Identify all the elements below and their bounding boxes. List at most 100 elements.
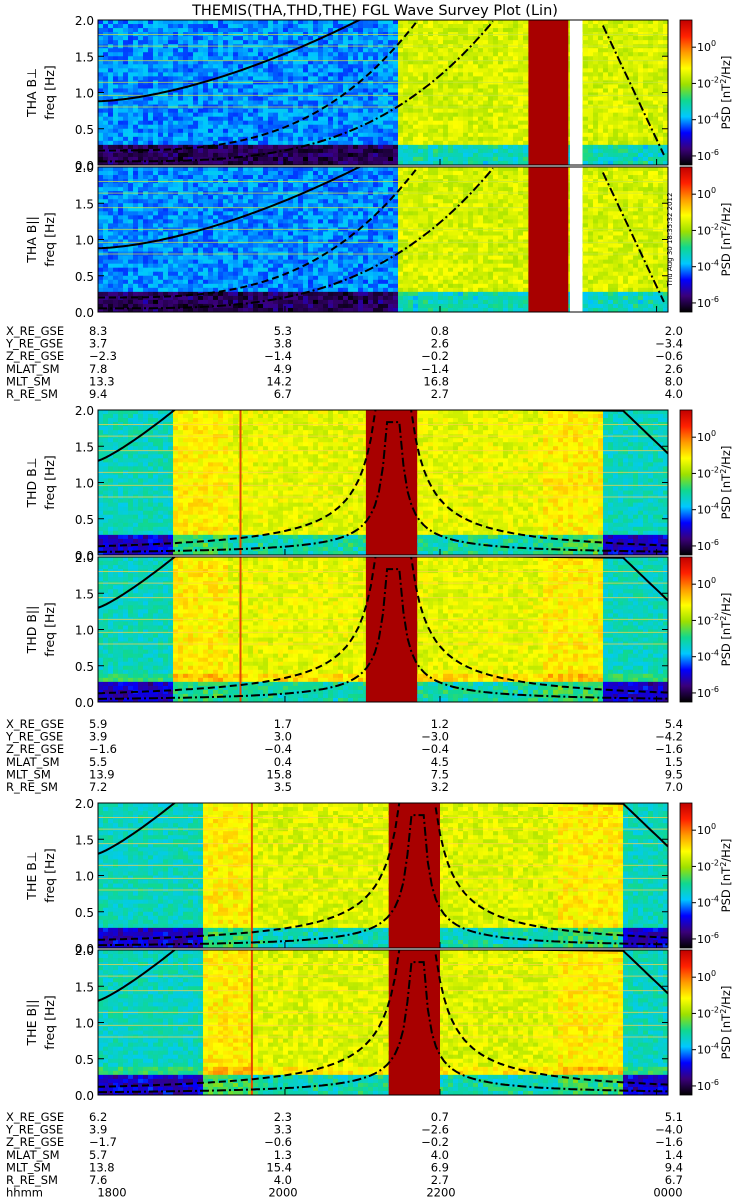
spectrogram-cell [648,72,654,77]
spectrogram-cell [163,183,169,188]
spectrogram-cell [118,120,124,126]
spectrogram-cell [343,84,349,90]
spectrogram-cell [143,307,149,312]
spectrogram-cell [648,92,654,98]
spectrogram-cell [233,156,239,162]
spectrogram-cell [413,88,419,94]
spectrogram-cell [368,24,374,29]
spectrogram-cell [123,88,129,94]
spectrogram-cell [128,259,134,265]
spectrogram-cell [143,60,149,65]
spectrogram-cell [518,40,524,45]
spectrogram-cell [143,287,149,293]
spectrogram-cell [483,20,489,25]
spectrogram-cell [168,175,174,180]
spectrogram-cell [433,148,439,154]
spectrogram-cell [183,167,189,172]
spectrogram-cell [138,112,144,118]
spectrogram-cell [118,136,124,142]
spectrogram-cell [283,128,289,134]
spectrogram-cell [118,108,124,114]
spectrogram-cell [148,175,154,180]
spectrogram-cell [273,160,279,165]
spectrogram-cell [373,152,379,158]
spectrogram-cell [138,136,144,142]
spectrogram-cell [283,152,289,158]
spectrogram-cell [168,60,174,65]
spectrogram-cell [243,36,249,41]
spectrogram-cell [393,28,399,33]
spectrogram-cell [658,36,664,41]
spectrogram-cell [658,68,664,73]
spectrogram-cell [403,60,409,65]
spectrogram-cell [108,76,114,82]
spectrogram-cell [623,20,629,25]
spectrogram-cell [138,92,144,98]
spectrogram-cell [118,203,124,208]
spectrogram-cell [368,132,374,138]
spectrogram-cell [158,207,164,212]
spectrogram-cell [138,291,144,297]
spectrogram-cell [418,28,424,33]
spectrogram-cell [208,136,214,142]
spectrogram-cell [198,132,204,138]
spectrogram-cell [283,36,289,41]
spectrogram-cell [168,223,174,229]
spectrogram-cell [173,247,179,253]
spectrogram-cell [298,36,304,41]
spectrogram-cell [388,60,394,65]
spectrogram-cell [118,52,124,57]
spectrogram-cell [133,263,139,269]
spectrogram-cell [143,36,149,41]
spectrogram-cell [128,287,134,293]
spectrogram-cell [168,239,174,245]
spectrogram-cell [323,56,329,61]
spectrogram-cell [118,279,124,285]
spectrogram-cell [493,144,499,150]
spectrogram-cell [188,239,194,245]
spectrogram-cell [213,203,219,208]
spectrogram-cell [283,140,289,146]
spectrogram-cell [333,112,339,118]
spectrogram-cell [613,120,619,126]
spectrogram-cell [478,20,484,25]
spectrogram-cell [303,96,309,102]
spectrogram-cell [333,108,339,114]
spectrogram-cell [648,28,654,33]
spectrogram-cell [518,136,524,142]
spectrogram-cell [98,207,104,212]
spectrogram-cell [468,156,474,162]
spectrogram-cell [238,28,244,33]
spectrogram-cell [473,60,479,65]
spectrogram-cell [523,84,529,90]
spectrogram-cell [123,279,129,285]
spectrogram-cell [468,132,474,138]
spectrogram-cell [323,140,329,146]
spectrogram-cell [188,307,194,312]
spectrogram-cell [658,160,664,165]
spectrogram-cell [373,84,379,90]
spectrogram-cell [658,56,664,61]
spectrogram-cell [238,72,244,77]
spectrogram-cell [638,28,644,33]
spectrogram-cell [363,64,369,69]
spectrogram-cell [138,36,144,41]
spectrogram-cell [643,124,649,130]
spectrogram-cell [133,231,139,237]
spectrogram-cell [433,120,439,126]
spectrogram-cell [158,136,164,142]
spectrogram-cell [233,20,239,25]
spectrogram-cell [158,148,164,154]
spectrogram-cell [518,100,524,106]
spectrogram-cell [178,259,184,265]
spectrogram-cell [343,20,349,25]
spectrogram-cell [238,128,244,134]
spectrogram-cell [288,160,294,165]
spectrogram-cell [353,148,359,154]
spectrogram-cell [588,68,594,73]
spectrogram-cell [588,144,594,150]
spectrogram-cell [208,243,214,249]
spectrogram-cell [143,68,149,73]
spectrogram-cell [173,207,179,212]
spectrogram-cell [173,167,179,172]
